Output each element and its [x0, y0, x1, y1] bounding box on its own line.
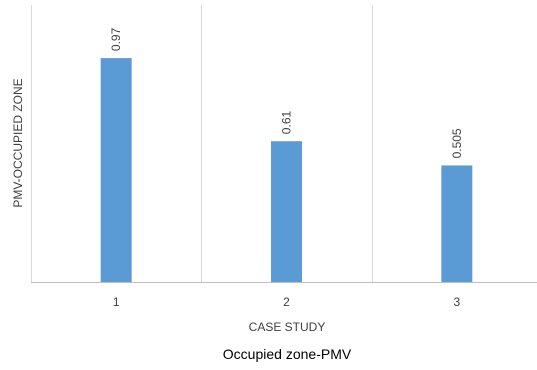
data-label-1: 0.97 — [109, 27, 123, 51]
x-tick-label-1: 1 — [113, 295, 120, 309]
bars-group — [100, 58, 473, 282]
data-label-2: 0.61 — [280, 111, 294, 135]
chart-title: Occupied zone-PMV — [223, 346, 352, 362]
bar-1 — [100, 58, 132, 282]
x-tick-label-3: 3 — [453, 295, 460, 309]
bar-3 — [441, 165, 473, 282]
bar-2 — [271, 141, 302, 282]
data-labels-group: 0.97 0.61 0.505 — [109, 27, 464, 158]
data-label-3: 0.505 — [450, 128, 464, 158]
x-axis-label: CASE STUDY — [249, 320, 326, 334]
y-axis-label: PMV-OCCUPIED ZONE — [11, 78, 25, 207]
gridlines — [31, 5, 373, 282]
x-tick-label-2: 2 — [283, 295, 290, 309]
x-tick-labels: 1 2 3 — [113, 295, 461, 309]
